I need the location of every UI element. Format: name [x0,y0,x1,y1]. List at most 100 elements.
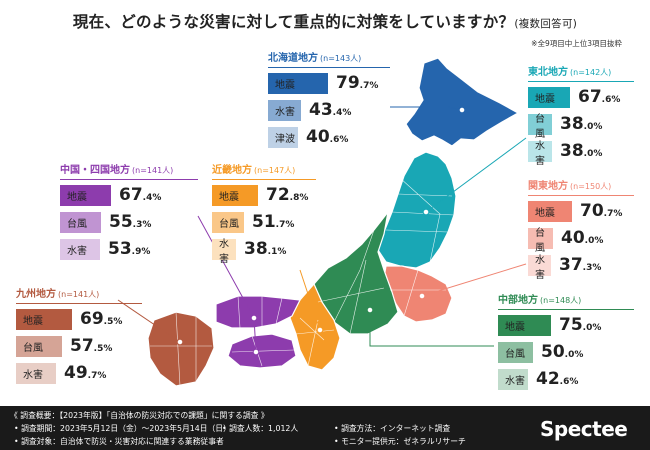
bar: 地震 [268,73,328,94]
bar-row: 水害 49.7% [16,361,142,386]
value-decimal: .0% [583,149,603,159]
value-decimal: .6% [601,95,621,105]
bar: 水害 [498,369,528,390]
bar: 水害 [16,363,56,384]
region-tohoku: 東北地方 (n=142人) 地震 67.6% 台風 38.0% 水害 38.0% [528,66,634,167]
bar: 地震 [60,185,111,206]
bar-value-label: 70.7% [580,203,622,220]
value-decimal: .6% [329,135,349,145]
bar-value-label: 49.7% [64,365,106,382]
value-decimal: .7% [275,220,295,230]
bar-row: 水害 42.6% [498,367,634,392]
bar: 地震 [528,201,572,222]
region-sample-size: (n=141人) [58,290,100,299]
region-rule [60,179,198,180]
value-integer: 38 [560,114,584,134]
region-name: 中部地方 [498,295,538,306]
bar: 水害 [528,255,551,281]
region-sample-size: (n=148人) [540,296,582,305]
value-decimal: .5% [103,317,123,327]
region-title: 北海道地方 (n=143人) [268,52,390,65]
bar-row: 台風 51.7% [212,210,316,235]
bar-value-label: 38.0% [560,116,602,133]
value-integer: 67 [119,185,143,205]
value-decimal: .7% [603,209,623,219]
region-rule [212,179,316,180]
footer-provider: • モニター提供元：ゼネラルリサーチ [334,437,466,446]
region-title: 九州地方 (n=141人) [16,288,142,301]
value-decimal: .7% [87,371,107,381]
bar-value-label: 40.6% [306,129,348,146]
bar-row: 地震 69.5% [16,307,142,332]
footer-method: • 調査方法：インターネット調査 [334,424,451,433]
region-sample-size: (n=142人) [570,68,612,77]
bar: 台風 [498,342,533,363]
bar-row: 地震 70.7% [528,199,634,224]
bar-row: 台風 40.0% [528,226,634,254]
bar: 台風 [60,212,101,233]
title-text: 現在、どのような災害に対して重点的に対策をしていますか？ [72,13,515,31]
bar-row: 水害 37.3% [528,253,634,281]
bar-row: 津波 40.6% [268,125,390,150]
bar-value-label: 38.1% [244,241,286,258]
region-rule [528,195,634,196]
region-chubu: 中部地方 (n=148人) 地震 75.0% 台風 50.0% 水害 42.6% [498,294,634,394]
value-integer: 50 [541,342,565,362]
bar-value-label: 37.3% [559,257,601,274]
value-integer: 53 [108,239,132,259]
bar-row: 水害 53.9% [60,237,198,262]
region-name: 中国・四国地方 [60,165,130,176]
bar-row: 台風 38.0% [528,112,634,140]
footer-target: • 調査対象：自治体で防災・災害対応に関連する業務従事者 [14,437,224,446]
region-rule [16,303,142,304]
bar-row: 水害 38.0% [528,139,634,167]
bar: 水害 [212,239,236,265]
bar: 台風 [16,336,62,357]
value-decimal: .0% [582,323,602,333]
bar-row: 地震 67.4% [60,183,198,208]
bar-value-label: 72.8% [266,187,308,204]
bar-value-label: 69.5% [80,311,122,328]
bar-row: 地震 79.7% [268,71,390,96]
region-sample-size: (n=147人) [254,166,296,175]
bar: 地震 [528,87,570,108]
value-integer: 42 [536,369,560,389]
title-subtitle: (複数回答可) [514,18,578,30]
bar-row: 地震 67.6% [528,85,634,110]
bar-value-label: 42.6% [536,371,578,388]
chart-note: ※全9項目中上位3項目抜粋 [531,39,622,48]
bar-row: 台風 57.5% [16,334,142,359]
bar-value-label: 67.6% [578,89,620,106]
region-name: 北海道地方 [268,53,318,64]
map-tohoku [377,151,457,269]
leader-tohoku [425,137,527,213]
value-decimal: .5% [93,344,113,354]
bar-row: 水害 38.1% [212,237,316,265]
spectee-logo: Spectee [540,417,628,441]
region-rule [528,81,634,82]
value-decimal: .4% [142,193,162,203]
bar: 地震 [16,309,72,330]
value-integer: 51 [252,212,276,232]
leader-kyushu [117,299,181,343]
region-chugoku-shikoku: 中国・四国地方 (n=141人) 地震 67.4% 台風 55.3% 水害 53.9% [60,164,198,264]
value-decimal: .6% [559,377,579,387]
value-decimal: .0% [584,236,604,246]
bar-value-label: 75.0% [559,317,601,334]
value-decimal: .7% [359,81,379,91]
value-integer: 40 [561,228,585,248]
bar: 台風 [528,228,553,254]
bar-value-label: 38.0% [560,143,602,160]
bar-value-label: 50.0% [541,344,583,361]
survey-footer: 《 調査概要：【2023年版】「自治体の防災対応での課題」に関する調査 》 • … [0,406,650,450]
value-decimal: .3% [132,220,152,230]
bar-value-label: 40.0% [561,230,603,247]
bar: 水害 [528,141,552,167]
region-sample-size: (n=143人) [320,54,362,63]
bar-row: 地震 72.8% [212,183,316,208]
value-integer: 38 [560,141,584,161]
value-integer: 70 [580,201,604,221]
region-kinki: 近畿地方 (n=147人) 地震 72.8% 台風 51.7% 水害 38.1% [212,164,316,265]
bar-value-label: 53.9% [108,241,150,258]
